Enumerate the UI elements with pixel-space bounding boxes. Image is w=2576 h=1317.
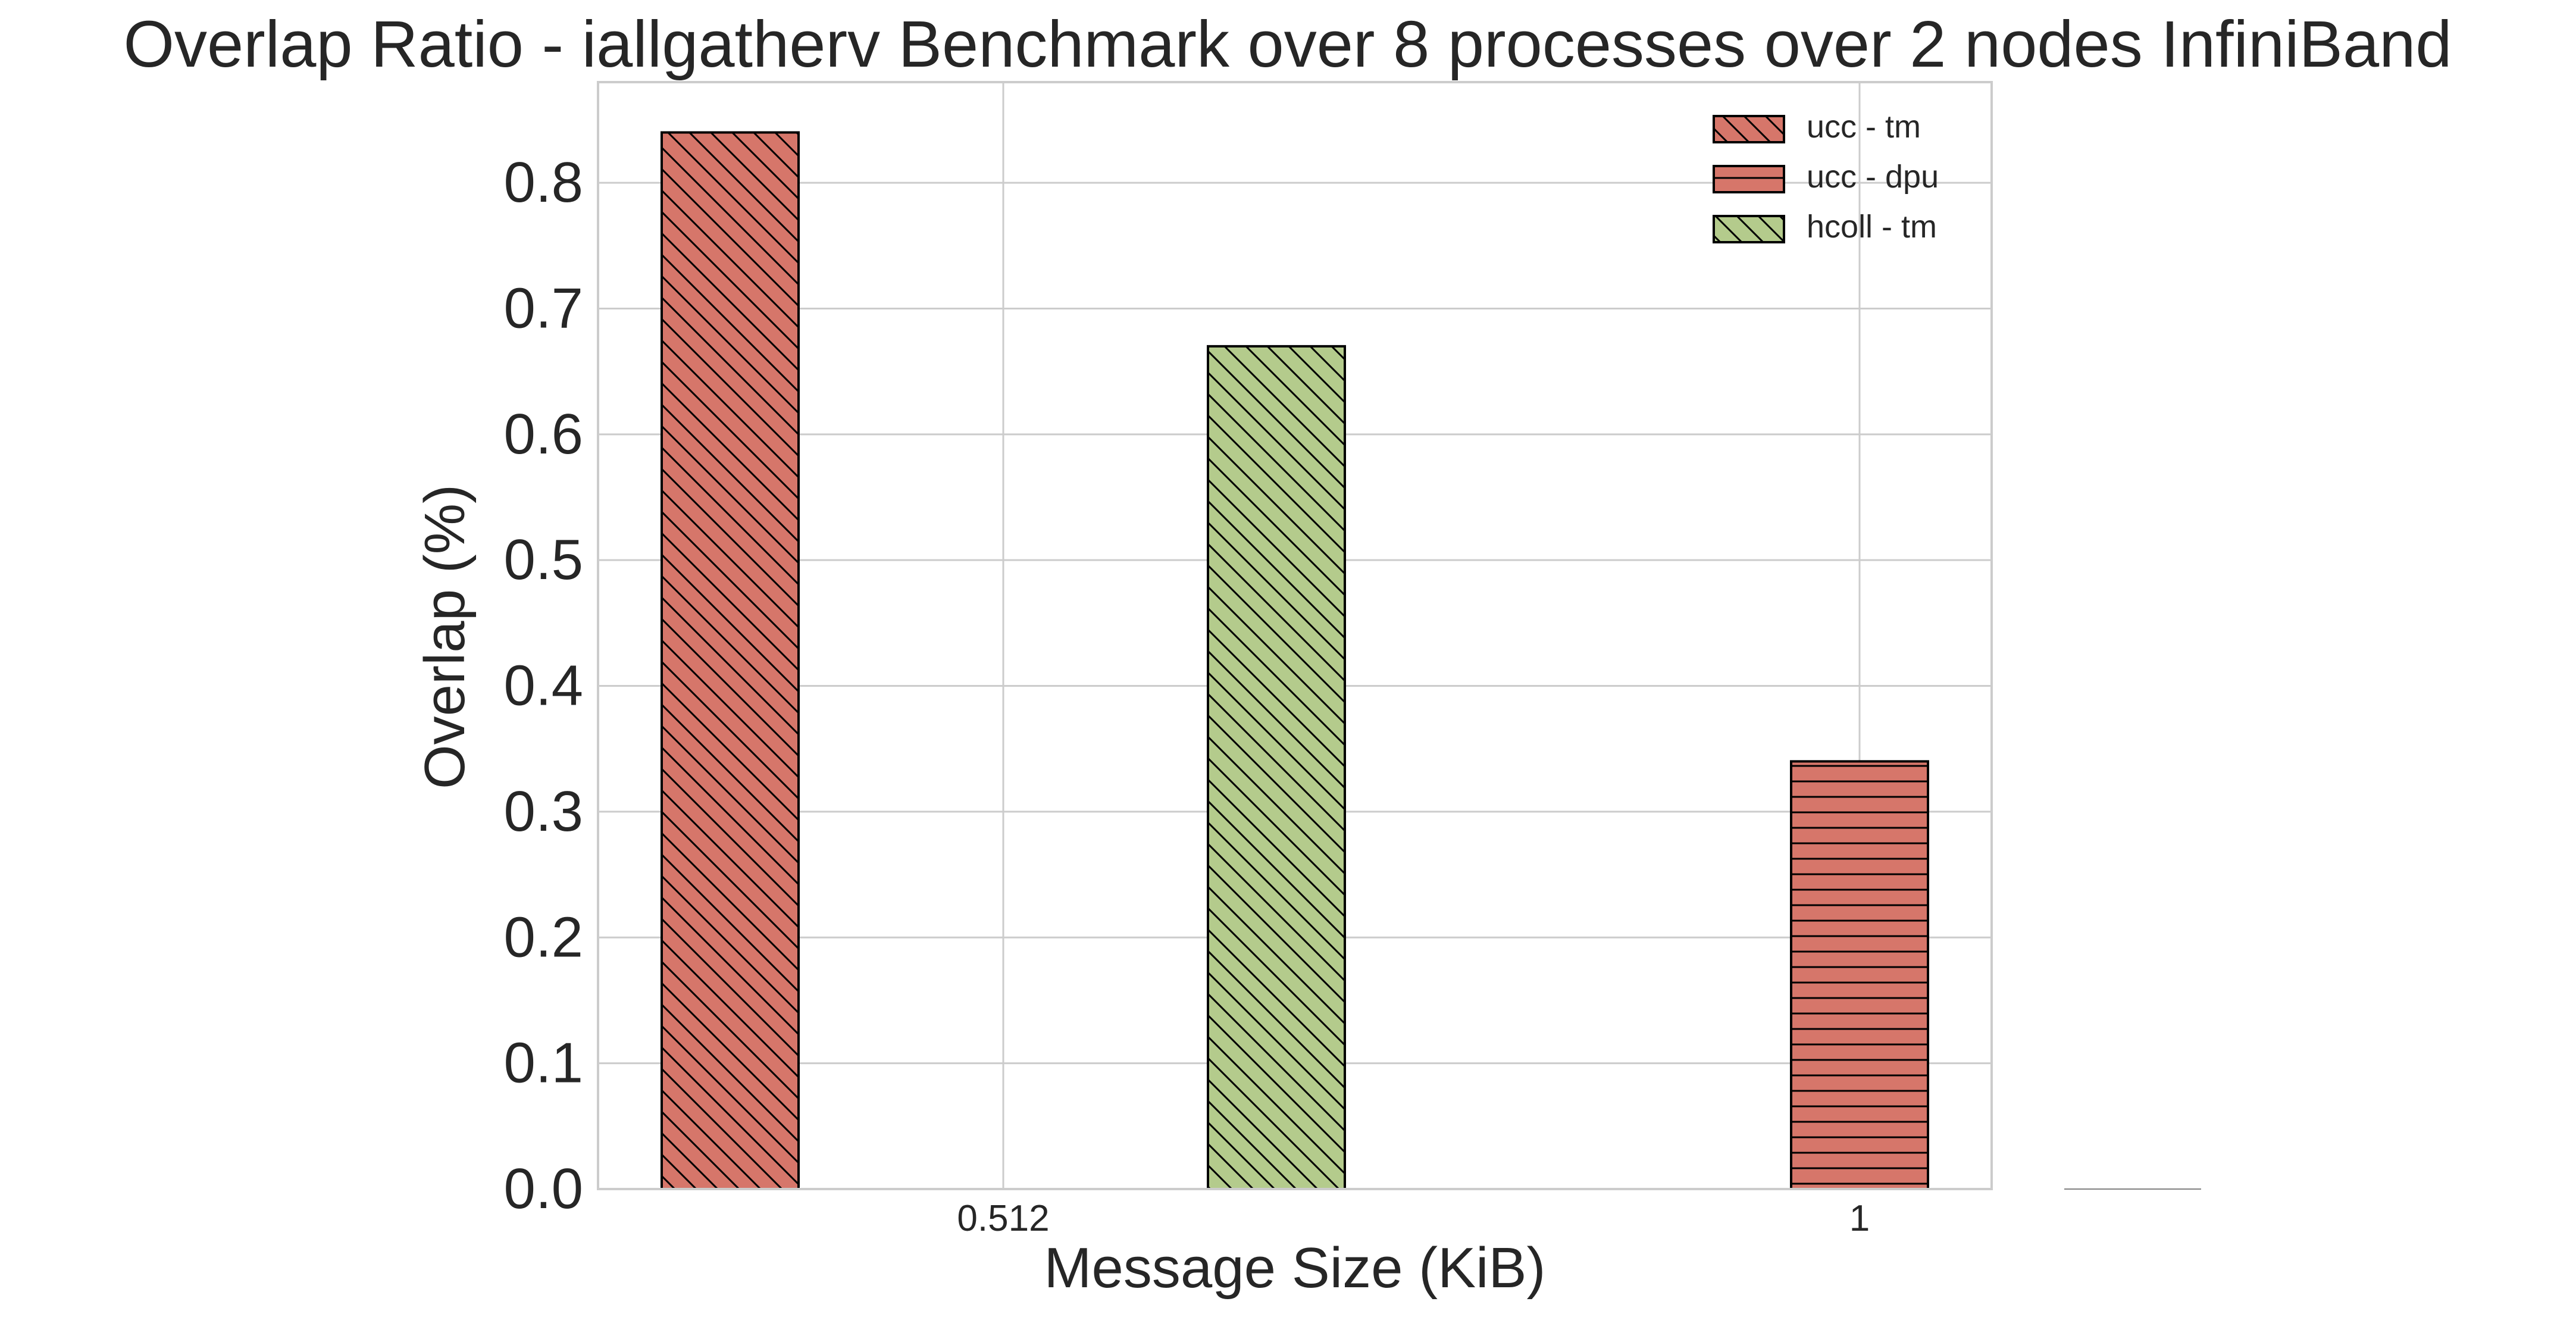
bar (1207, 345, 1346, 1190)
legend-swatch-hatch (1714, 116, 1784, 142)
y-tick-label: 0.5 (504, 528, 583, 592)
legend-item: hcoll - tm (1713, 209, 1937, 245)
legend-swatch-hatch (1714, 166, 1784, 192)
legend-swatch-outline (1713, 215, 1785, 243)
y-axis-ticks: 0.0 0.1 0.2 0.3 0.4 0.5 0.6 0.7 0.8 (504, 151, 583, 1221)
legend-label: ucc - tm (1807, 109, 1921, 145)
y-tick-label: 0.8 (504, 151, 583, 214)
plot-area: 0.0 0.1 0.2 0.3 0.4 0.5 0.6 0.7 0.8 0.512 1 (504, 81, 2201, 1239)
legend-label: ucc - dpu (1807, 159, 1939, 195)
x-axis-ticks: 0.512 1 (957, 1198, 1870, 1239)
legend-item: ucc - dpu (1713, 159, 1939, 195)
bar (1790, 760, 1929, 1190)
y-axis-label: Overlap (%) (413, 484, 477, 789)
legend-swatch-hatch (1714, 216, 1784, 242)
bar-hatch (1208, 346, 1345, 1189)
bars (661, 131, 2201, 1191)
bar-hatch (1791, 761, 1928, 1189)
y-tick-label: 0.6 (504, 402, 583, 466)
x-tick-label: 0.512 (957, 1198, 1049, 1239)
bar-hatch (662, 132, 799, 1190)
legend-label: hcoll - tm (1807, 209, 1937, 245)
legend-item: ucc - tm (1713, 109, 1921, 145)
y-tick-label: 0.3 (504, 780, 583, 843)
y-tick-label: 0.1 (504, 1031, 583, 1095)
y-tick-label: 0.0 (504, 1157, 583, 1221)
y-tick-label: 0.4 (504, 654, 583, 718)
legend: ucc - tm ucc - dpu hcoll - tm (1713, 109, 1939, 245)
legend-swatch-outline (1713, 115, 1785, 143)
x-tick-label: 1 (1849, 1198, 1870, 1239)
y-tick-label: 0.2 (504, 905, 583, 969)
bar (661, 131, 800, 1191)
x-axis-label: Message Size (KiB) (1044, 1236, 1546, 1300)
y-tick-label: 0.7 (504, 276, 583, 340)
plot-frame (597, 81, 1993, 1190)
chart-title: Overlap Ratio - iallgatherv Benchmark ov… (123, 8, 2452, 81)
legend-swatch-outline (1713, 165, 1785, 193)
